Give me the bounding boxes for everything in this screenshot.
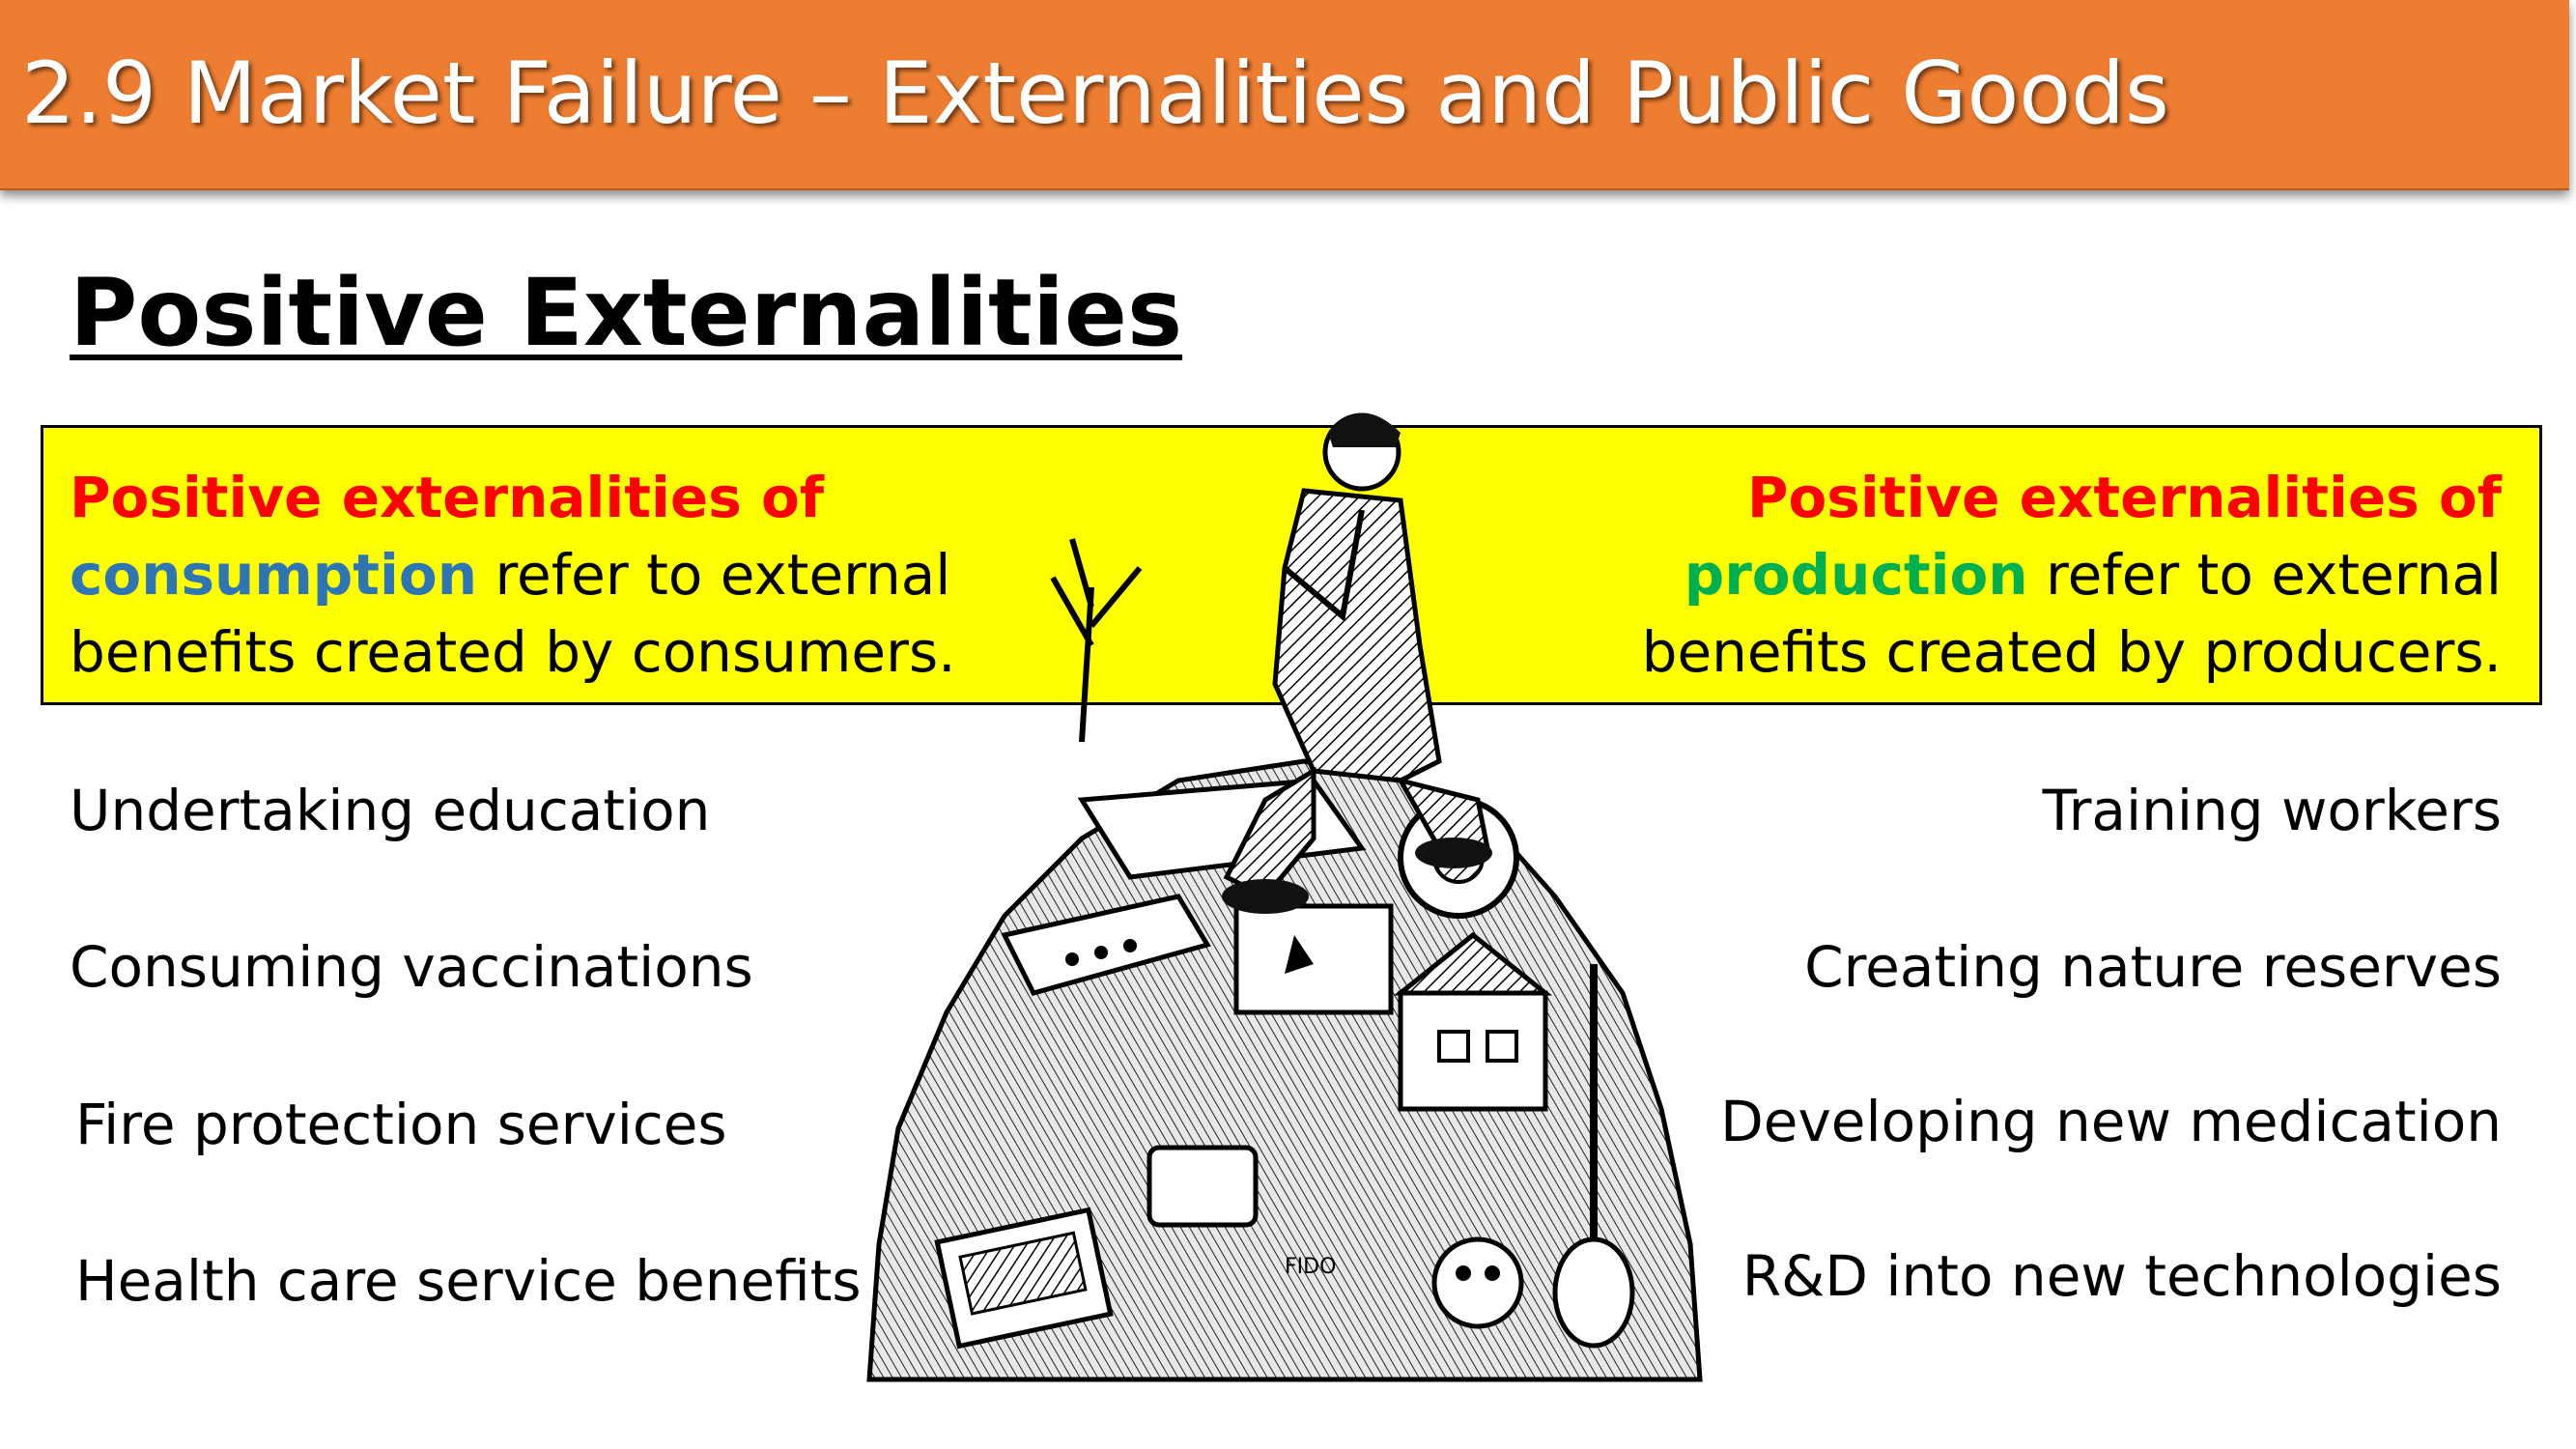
production-example: Creating nature reserves <box>1804 934 2502 1000</box>
thinker-on-junk-pile-illustration: FIDO <box>866 412 1703 1382</box>
section-heading: Positive Externalities <box>70 259 1183 367</box>
consumption-example: Undertaking education <box>70 778 711 843</box>
production-definition: Positive externalities of production ref… <box>1642 459 2502 691</box>
production-definition-lead: Positive externalities of <box>1746 465 2502 530</box>
production-example: Training workers <box>2042 778 2502 843</box>
production-example: Developing new medication <box>1720 1089 2502 1154</box>
title-bar: 2.9 Market Failure – Externalities and P… <box>0 0 2569 190</box>
production-definition-rest: refer to external <box>2027 542 2502 608</box>
consumption-definition: Positive externalities of consumption re… <box>70 459 956 691</box>
consumption-definition-rest: refer to external <box>477 542 951 608</box>
consumption-definition-lead: Positive externalities of <box>70 465 825 530</box>
svg-text:FIDO: FIDO <box>1285 1255 1336 1279</box>
production-keyword: production <box>1684 542 2028 608</box>
consumption-keyword: consumption <box>70 542 478 608</box>
slide-title: 2.9 Market Failure – Externalities and P… <box>21 43 2169 143</box>
consumption-example: Health care service benefits <box>75 1248 862 1314</box>
production-example: R&D into new technologies <box>1741 1243 2502 1309</box>
production-definition-line2: benefits created by producers. <box>1641 619 2502 685</box>
consumption-example: Consuming vaccinations <box>70 934 753 1000</box>
consumption-example: Fire protection services <box>75 1092 727 1157</box>
consumption-definition-line2: benefits created by consumers. <box>70 619 956 685</box>
